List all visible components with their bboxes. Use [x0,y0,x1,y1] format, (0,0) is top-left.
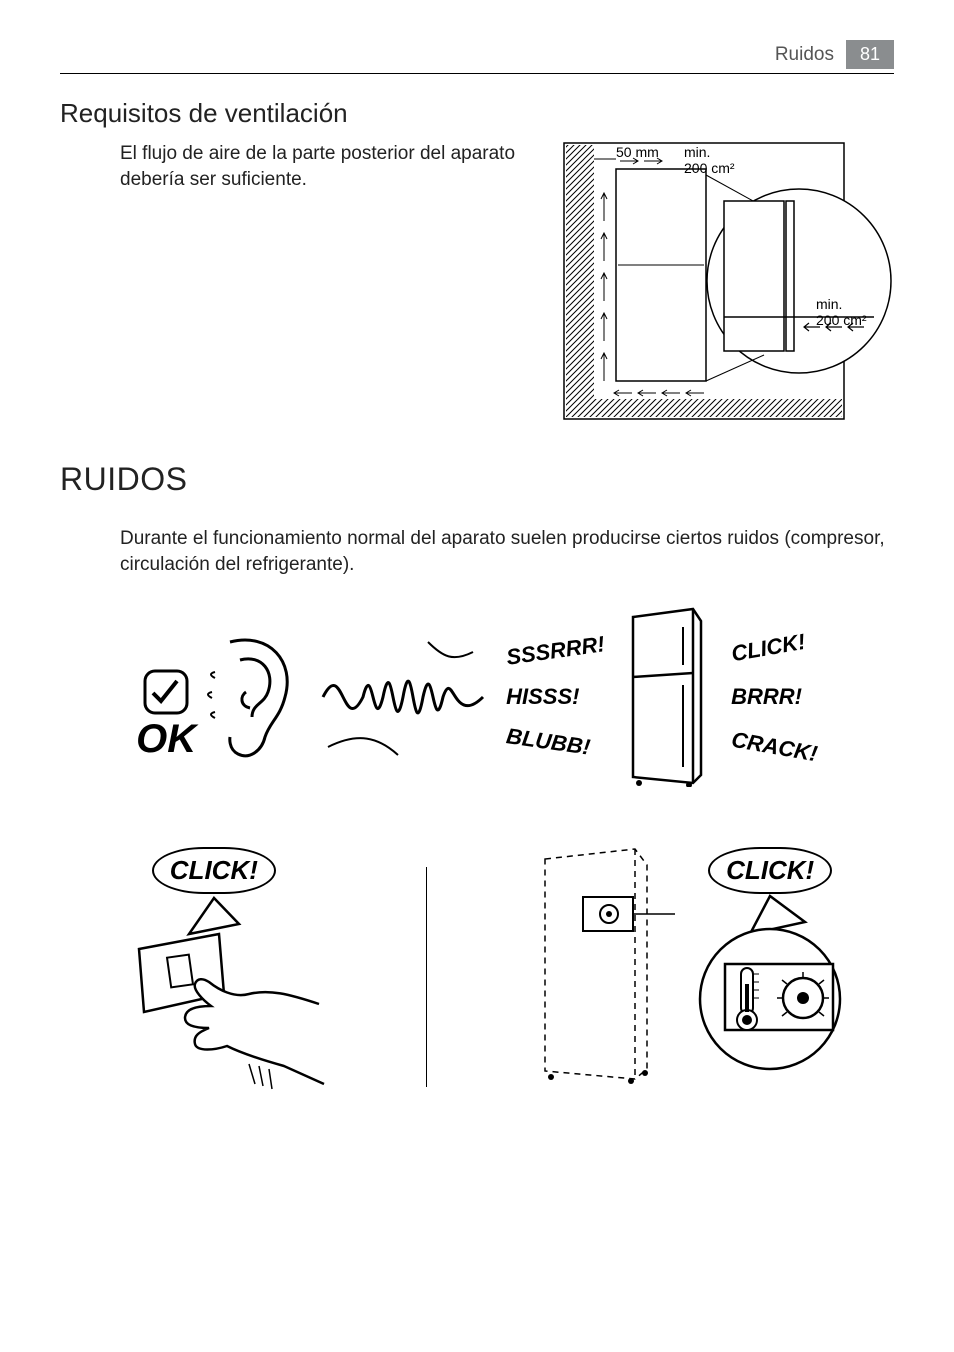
click-bubble-1: CLICK! [152,847,276,894]
gap-label: 50 mm [616,144,659,160]
ok-block: OK [136,632,300,762]
top-min-label: min. [684,144,710,160]
ventilation-title: Requisitos de ventilación [60,98,894,129]
fridge-dashed-icon [525,847,675,1087]
click-bubble-2: CLICK! [708,847,832,894]
sound-blubb: BLUBB! [505,724,607,764]
page-header: Ruidos 81 [60,40,894,69]
sound-sssrrr: SSSRRR! [505,632,607,672]
noises-title: RUIDOS [60,461,894,498]
sound-crack: CRACK! [730,727,820,768]
page-number: 81 [846,40,894,69]
header-rule [60,73,894,74]
noises-body: Durante el funcionamiento normal del apa… [120,526,894,577]
click-thermostat-cell: CLICK! [525,847,855,1087]
hand-switch-icon [99,894,329,1094]
checkmark-icon [141,667,191,717]
ok-label: OK [136,717,196,762]
sound-hisss: HISSS! [506,684,605,710]
noise-words-left: SSSRRR! HISSS! BLUBB! [506,638,605,756]
noise-illustration-row: OK SSSRRR! HISSS! BLUBB! [60,607,894,787]
noise-words-right: CLICK! BRRR! CRACK! [731,634,818,760]
fridge-icon [623,607,713,787]
vertical-divider [426,867,427,1087]
ventilation-body: El flujo de aire de la parte posterior d… [120,141,534,421]
bot-min-value: 200 cm² [816,312,867,328]
soundwave-icon [318,637,488,757]
click-switch-cell: CLICK! [99,847,329,1094]
header-section-label: Ruidos [775,44,834,66]
top-min-value: 200 cm² [684,160,735,176]
ventilation-diagram: 50 mm min. 200 cm² min. 200 cm² [554,141,894,421]
ear-icon [200,632,300,762]
sound-brrr: BRRR! [731,684,818,710]
sound-click: CLICK! [730,627,820,668]
thermostat-zoom-icon [685,894,855,1074]
click-illustration-row: CLICK! [60,847,894,1094]
bot-min-label: min. [816,296,842,312]
